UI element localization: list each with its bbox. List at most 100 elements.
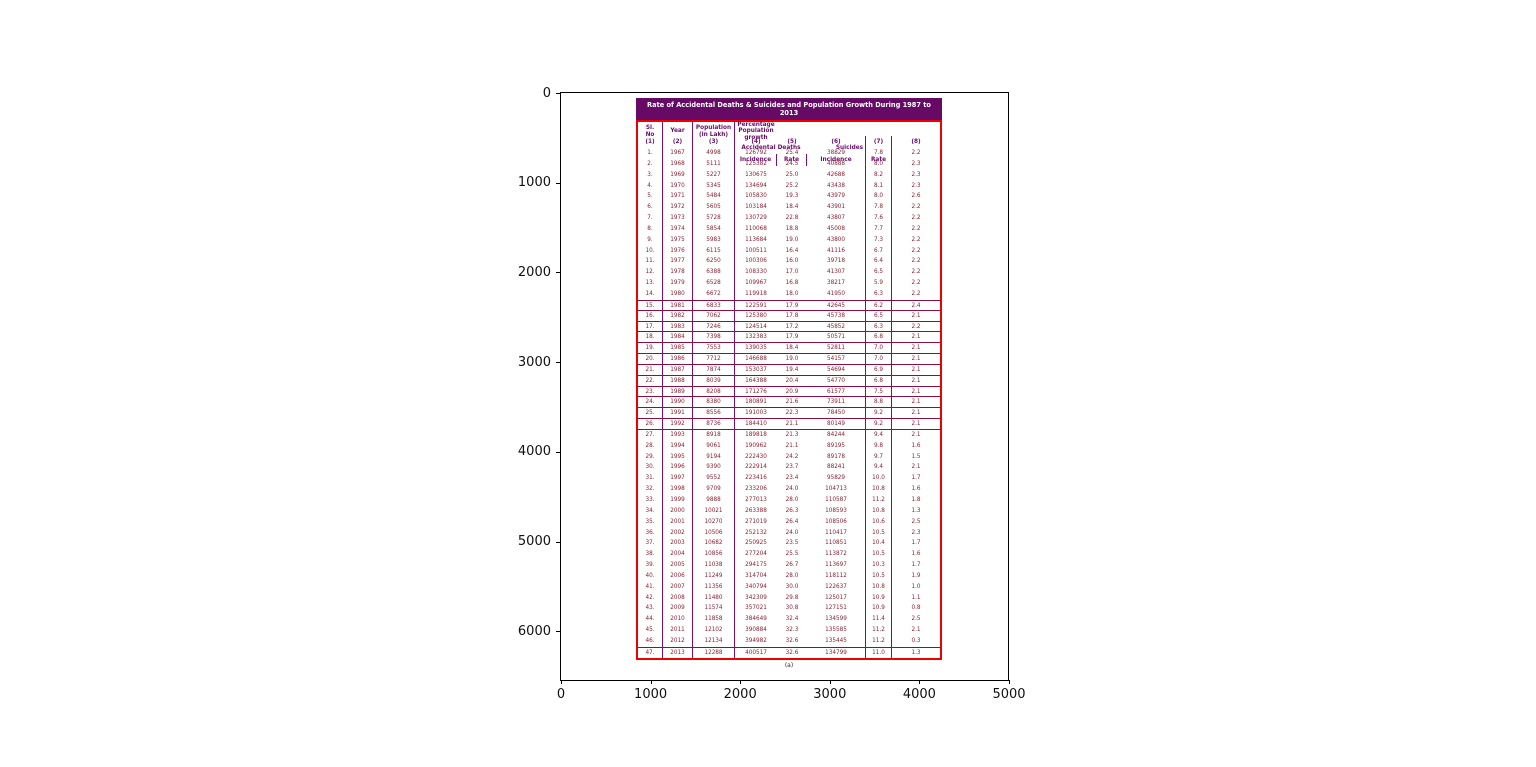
table-cell: 88241	[807, 462, 866, 474]
table-cell: 2011	[663, 625, 693, 636]
table-cell: 45852	[807, 321, 866, 332]
table-cell: 36.	[638, 527, 663, 539]
table-cell: 1984	[663, 332, 693, 343]
table-cell: 1.	[638, 148, 663, 159]
table-cell: 2.3	[911, 529, 921, 536]
x-tick-mark	[1009, 680, 1010, 684]
table-cell: 7.5	[866, 386, 892, 397]
table-cell: 30.0	[785, 583, 799, 590]
table-cell: 43438	[807, 180, 866, 192]
table-cell: 0.8	[911, 605, 921, 612]
table-cell: 10.8	[866, 484, 892, 495]
table-cell: 130675	[745, 171, 767, 178]
table-cell: 250925	[745, 540, 767, 547]
table-cell: 124514	[745, 323, 767, 330]
table-row: 21. 1987 7874 153037 19.4 54694 6.9 2.1	[638, 364, 940, 376]
table-cell: 5983	[693, 234, 735, 246]
table-cell: 5605	[693, 202, 735, 214]
table-cell: 22.8	[785, 215, 799, 222]
table-cell: 27.	[638, 429, 663, 441]
table-cell: 108330	[745, 269, 767, 276]
table-cell: 8.1	[866, 180, 892, 192]
colnum-2: (2)	[663, 136, 693, 148]
table-cell: 10.8	[866, 505, 892, 517]
table-cell: 17.8	[785, 312, 799, 319]
table-cell: 24.0	[785, 529, 799, 536]
table-row: 14. 1980 6672 119918 18.0 41950 6.3 2.2	[638, 288, 940, 300]
table-cell: 1969	[663, 169, 693, 181]
table-row: 27. 1993 8918 189818 21.3 84244 9.4 2.1	[638, 429, 940, 441]
table-cell: 314704	[745, 572, 767, 579]
table-row: 28. 1994 9061 190962 21.1 89195 9.8 1.6	[638, 440, 940, 452]
table-row: 23. 1989 8208 171276 20.9 61577 7.5 2.1	[638, 386, 940, 398]
table-row: 13. 1979 6528 109967 16.8 38217 5.9 2.2	[638, 278, 940, 289]
table-row: 4. 1970 5345 134694 25.2 43438 8.1 2.3	[638, 180, 940, 192]
table-cell: 18.0	[785, 290, 799, 297]
table-cell: 50571	[807, 332, 866, 343]
table-cell: 1996	[663, 462, 693, 474]
table-cell: 1988	[663, 375, 693, 386]
table-cell: 9.8	[866, 440, 892, 452]
table-cell: 18.4	[785, 345, 799, 352]
table-cell: 13.	[638, 278, 663, 289]
table-cell: 122591	[745, 302, 767, 309]
table-cell: 5345	[693, 180, 735, 192]
table-cell: 6388	[693, 267, 735, 279]
table-cell: 43800	[807, 234, 866, 246]
table-cell: 4998	[693, 148, 735, 159]
table-cell: 2.5	[911, 616, 921, 623]
x-tick-label: 0	[556, 687, 566, 702]
table-cell: 0.3	[911, 637, 921, 644]
table-cell: 384649	[745, 616, 767, 623]
table-cell: 20.4	[785, 377, 799, 384]
table-row: 41. 2007 11356 340794 30.0 122637 10.8 1.0	[638, 581, 940, 593]
table-cell: 110068	[745, 225, 767, 232]
table-cell: 1993	[663, 429, 693, 441]
table-cell: 78450	[807, 408, 866, 419]
table-row: 35. 2001 10270 271019 26.4 108506 10.6 2.5	[638, 516, 940, 528]
table-cell: 19.4	[785, 366, 799, 373]
table-cell: 2.	[638, 158, 663, 170]
table-cell: 32.6	[785, 649, 799, 656]
table-cell: 34.	[638, 505, 663, 517]
table-cell: 191003	[745, 410, 767, 417]
table-cell: 1998	[663, 484, 693, 495]
table-cell: 125017	[807, 592, 866, 604]
table-cell: 6.3	[866, 321, 892, 332]
table-cell: 10856	[693, 549, 735, 561]
y-tick-mark	[556, 451, 560, 453]
table-cell: 9061	[693, 440, 735, 452]
table-cell: 43807	[807, 213, 866, 224]
table-cell: 28.0	[785, 497, 799, 503]
table-cell: 14.	[638, 288, 663, 300]
table-cell: 11480	[693, 592, 735, 604]
table-cell: 2.5	[911, 518, 921, 525]
table-cell: 1987	[663, 364, 693, 375]
table-cell: 10.3	[866, 560, 892, 571]
table-cell: 2013	[663, 647, 693, 658]
table-cell: 19.0	[785, 236, 799, 243]
table-cell: 110851	[807, 538, 866, 550]
table-cell: 9.	[638, 234, 663, 246]
table-cell: 5728	[693, 213, 735, 224]
table-cell: 89178	[807, 451, 866, 463]
table-cell: 21.3	[785, 431, 799, 438]
table-cell: 1974	[663, 223, 693, 235]
table-header: Sl. No Year Population (in Lakh) Acciden…	[638, 122, 940, 167]
table-cell: 2.1	[911, 431, 921, 438]
table-cell: 113872	[807, 549, 866, 561]
table-cell: 24.5	[785, 160, 799, 167]
colnum-3: (3)	[693, 136, 735, 148]
table-cell: 9552	[693, 473, 735, 485]
table-cell: 30.8	[785, 605, 799, 612]
table-cell: 43979	[807, 191, 866, 203]
table-row: 34. 2000 10021 263388 26.3 108593 10.8 1.3	[638, 505, 940, 517]
table-cell: 10.6	[866, 516, 892, 528]
table-cell: 2.1	[911, 421, 921, 428]
table-cell: 1968	[663, 158, 693, 170]
table-cell: 2008	[663, 592, 693, 604]
table-cell: 263388	[745, 507, 767, 514]
table-cell: 16.8	[785, 280, 799, 287]
table-cell: 7062	[693, 310, 735, 321]
table-cell: 41.	[638, 581, 663, 593]
